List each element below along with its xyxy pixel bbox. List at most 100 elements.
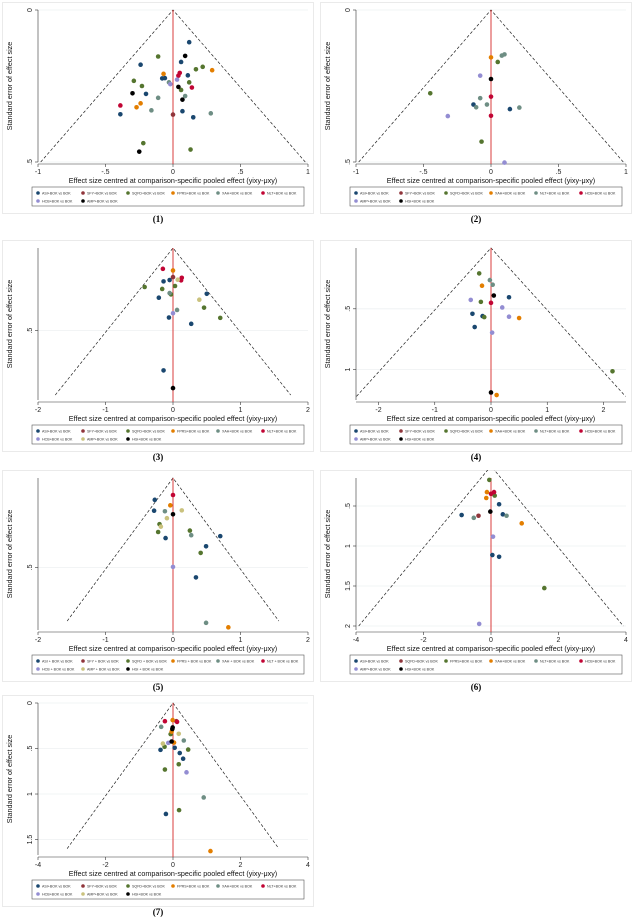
legend-label: FPRS+BOK vs BOK — [177, 191, 210, 195]
data-point-series-0 — [180, 108, 185, 114]
legend-marker — [126, 667, 130, 671]
data-point-series-6 — [502, 160, 507, 165]
x-tick-label: 4 — [624, 637, 628, 644]
data-point-series-0 — [217, 533, 223, 539]
y-tick-label: 1 — [27, 792, 34, 796]
legend-label: ASI + BOK vs BOK — [42, 659, 73, 663]
legend-label: HCB + BOK vs BOK — [42, 667, 75, 671]
y-tick-label: 1.5 — [345, 581, 352, 591]
y-tick-label: 1.5 — [27, 835, 34, 845]
panel-frame — [2, 2, 314, 214]
data-point-series-8 — [170, 512, 176, 517]
x-axis-title: Effect size centred at comparison-specif… — [69, 176, 277, 185]
y-axis-title: Standard error of effect size — [5, 510, 14, 599]
data-point-series-0 — [178, 59, 184, 65]
data-point-series-7 — [176, 84, 181, 90]
legend-label: ASI+BOK vs BOK — [360, 429, 389, 433]
data-point-series-2 — [201, 305, 207, 310]
x-tick-label: -2 — [375, 407, 381, 414]
legend-marker — [579, 429, 583, 433]
data-point-series-7 — [488, 390, 494, 395]
legend-label: SFY + BOK vs BOK — [87, 659, 119, 663]
y-axis-title: Standard error of effect size — [323, 510, 332, 599]
funnel-plot-6: .5 1 1.5 2 -4 -2 0 2 4 Effect size centred at com… — [320, 470, 632, 694]
data-point-series-0 — [185, 73, 191, 78]
legend-label: FPRS+BOK vs BOK — [450, 659, 483, 663]
legend-label: HCB+BOK vs BOK — [585, 429, 616, 433]
legend-marker — [399, 667, 403, 671]
legend-label: SQFD+BOK vs BOK — [132, 884, 165, 888]
data-point-series-5 — [160, 266, 166, 272]
legend-marker — [81, 191, 85, 195]
panel-label: (5) — [152, 682, 164, 692]
legend-label: SFY+BOK vs BOK — [87, 429, 117, 433]
data-point-series-8 — [170, 385, 176, 391]
legend-marker — [81, 659, 85, 663]
legend-marker — [126, 659, 130, 663]
legend-box — [31, 879, 305, 900]
legend-box — [349, 424, 623, 445]
legend-label: AMP+BOK vs BOK — [360, 437, 391, 441]
x-tick-label: -2 — [102, 862, 108, 869]
data-point-series-7 — [130, 90, 135, 96]
data-point-series-7 — [180, 97, 185, 102]
data-point-series-3 — [226, 625, 231, 630]
data-point-series-8 — [169, 739, 174, 744]
legend-label: SQFD+BOK vs BOK — [450, 191, 483, 195]
x-tick-label: 2 — [306, 407, 310, 414]
data-point-series-0 — [193, 575, 199, 580]
legend-marker — [399, 659, 403, 663]
legend-label: HGI+BOK vs BOK — [405, 199, 435, 203]
legend-label: ASI+BOK vs BOK — [42, 191, 71, 195]
data-point-series-0 — [163, 535, 168, 541]
y-tick-label: 0 — [345, 8, 352, 12]
y-axis-title: Standard error of effect size — [5, 280, 14, 369]
data-point-series-1 — [170, 112, 176, 117]
legend-marker — [444, 659, 448, 663]
data-point-series-2 — [479, 139, 484, 144]
legend-label: AMP+BOK vs BOK — [87, 199, 118, 203]
data-point-series-6 — [489, 330, 495, 335]
legend-marker — [126, 191, 130, 195]
legend-label: HGI + BOK vs BOK — [132, 667, 164, 671]
data-point-series-7 — [176, 731, 182, 737]
data-point-series-0 — [180, 756, 186, 762]
data-point-series-0 — [459, 512, 464, 518]
data-point-series-0 — [166, 315, 172, 320]
legend-marker — [399, 191, 403, 195]
legend-label: AMP + BOK vs BOK — [87, 667, 120, 671]
data-point-series-0 — [190, 115, 196, 120]
data-point-series-8 — [170, 726, 175, 732]
data-point-series-3 — [519, 521, 525, 526]
data-point-series-7 — [182, 53, 188, 59]
legend-marker — [216, 191, 220, 195]
data-point-series-2 — [188, 147, 193, 152]
y-tick-label: 2 — [345, 624, 352, 628]
y-tick-label: .5 — [27, 745, 34, 751]
legend-marker — [36, 437, 40, 441]
data-point-series-4 — [477, 95, 483, 101]
data-point-series-3 — [488, 55, 494, 60]
data-point-series-4 — [162, 508, 168, 514]
x-axis-title: Effect size centred at comparison-specif… — [387, 414, 595, 423]
legend-label: NLT + BOK vs BOK — [267, 659, 299, 663]
legend-label: HGI+BOK vs BOK — [132, 437, 162, 441]
data-point-series-3 — [134, 104, 139, 110]
data-point-series-4 — [188, 532, 194, 538]
data-point-series-4 — [473, 104, 479, 110]
legend-marker — [444, 429, 448, 433]
data-point-series-2 — [478, 299, 484, 305]
data-point-series-4 — [490, 282, 495, 288]
legend-marker — [261, 191, 265, 195]
data-point-series-5 — [488, 113, 494, 119]
data-point-series-3 — [494, 392, 499, 398]
panel-frame — [2, 695, 314, 907]
legend-marker — [171, 884, 175, 888]
data-point-series-7 — [175, 277, 181, 283]
data-point-series-2 — [162, 767, 168, 772]
data-point-series-0 — [472, 324, 477, 330]
data-point-series-6 — [499, 305, 505, 310]
data-point-series-2 — [187, 528, 193, 533]
legend-marker — [171, 191, 175, 195]
legend-label: SQFD+BOK vs BOK — [450, 429, 483, 433]
